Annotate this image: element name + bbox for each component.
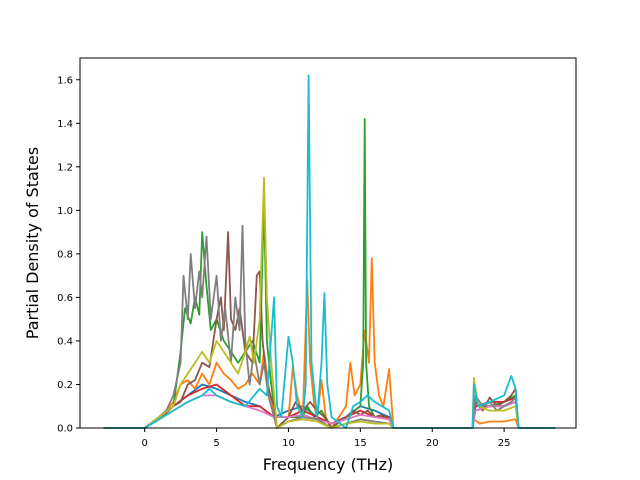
y-tick-label: 0.0: [57, 424, 73, 435]
y-axis: 0.0 0.2 0.4 0.6 0.8 1.0 1.2 1.4 1.6: [57, 75, 80, 435]
x-tick-label: 10: [282, 438, 295, 449]
y-tick-label: 1.0: [57, 206, 73, 217]
y-tick-label: 0.6: [57, 293, 73, 304]
y-axis-label: Partial Density of States: [23, 147, 42, 339]
y-tick-label: 0.2: [57, 380, 73, 391]
y-tick-label: 1.6: [57, 75, 73, 86]
y-tick-label: 1.4: [57, 119, 73, 130]
y-tick-label: 0.4: [57, 336, 73, 347]
x-tick-label: 15: [354, 438, 367, 449]
x-tick-label: 0: [142, 438, 148, 449]
series-line-2: [103, 257, 556, 429]
series-line-9: [103, 74, 556, 429]
x-tick-label: 5: [213, 438, 219, 449]
plot-background: [80, 58, 576, 428]
x-tick-label: 25: [498, 438, 511, 449]
x-axis: 0 5 10 15 20 25: [142, 428, 511, 449]
x-tick-label: 20: [426, 438, 439, 449]
plot-frame: [79, 57, 577, 429]
y-tick-label: 1.2: [57, 162, 73, 173]
y-tick-label: 0.8: [57, 249, 73, 260]
x-axis-label: Frequency (THz): [263, 455, 393, 474]
